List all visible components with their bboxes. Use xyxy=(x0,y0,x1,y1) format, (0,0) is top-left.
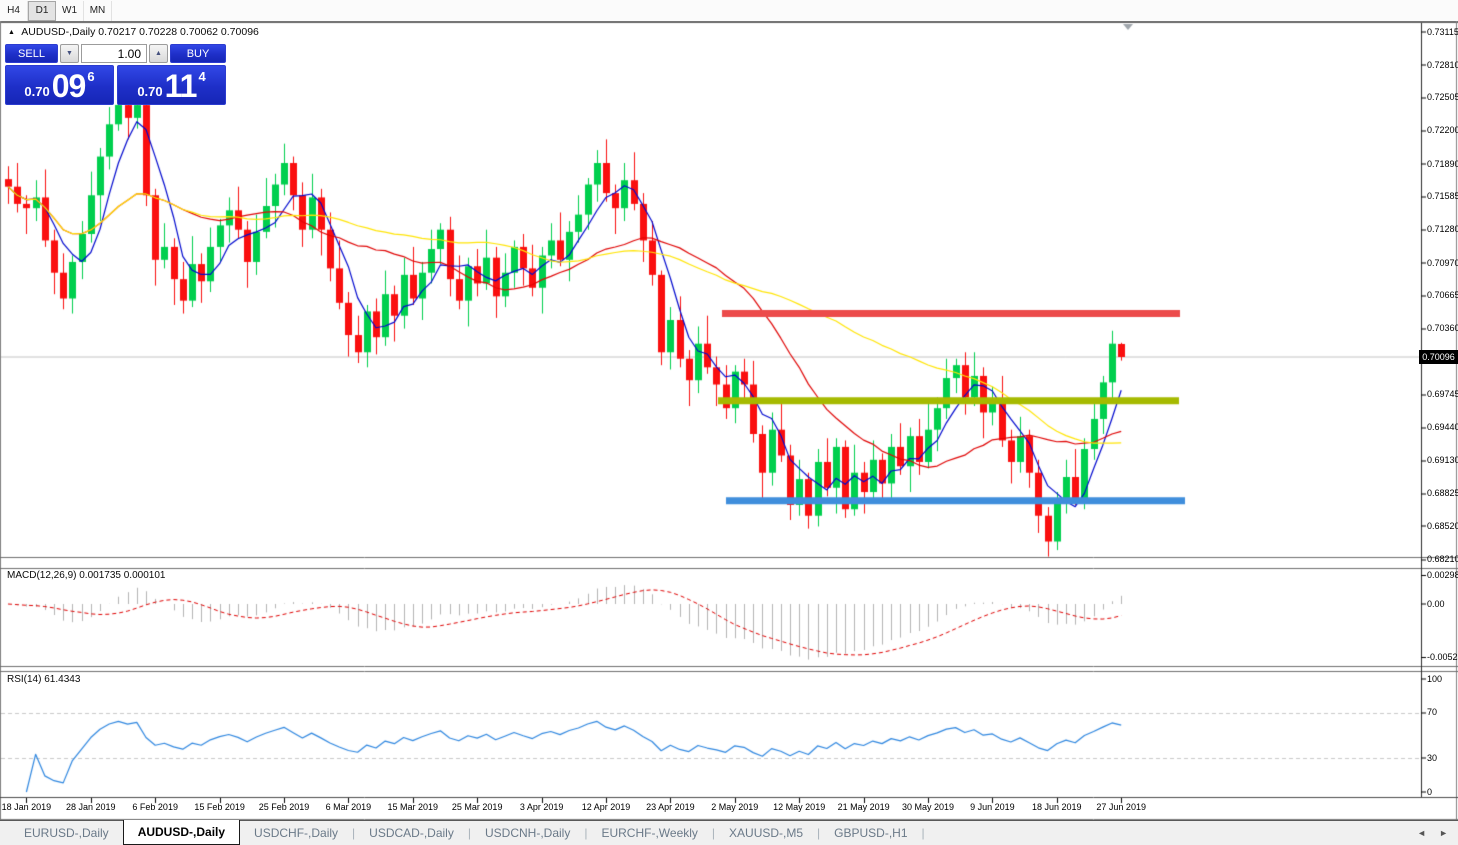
sell-price-pipette: 6 xyxy=(87,69,95,84)
price-axis-label: 0.71280 xyxy=(1427,224,1458,235)
date-axis-label: 15 Feb 2019 xyxy=(194,802,245,812)
timeframe-button-mn[interactable]: MN xyxy=(84,0,112,21)
spin-down-icon: ▼ xyxy=(66,50,73,57)
chart-tab-eurchf-weekly[interactable]: EURCHF-,Weekly xyxy=(601,826,698,840)
tab-scroll-left-icon[interactable]: ◄ xyxy=(1417,828,1427,838)
chart-title: ▲ AUDUSD-,Daily 0.70217 0.70228 0.70062 … xyxy=(8,26,259,38)
macd-axis-label: 0.00 xyxy=(1427,598,1445,609)
date-axis-label: 23 Apr 2019 xyxy=(646,802,695,812)
date-axis-label: 18 Jan 2019 xyxy=(1,802,52,812)
date-axis-label: 28 Jan 2019 xyxy=(66,802,116,812)
volume-increase-button[interactable]: ▲ xyxy=(149,44,168,63)
price-axis-label: 0.73115 xyxy=(1427,26,1458,37)
tab-separator: | xyxy=(921,826,925,840)
date-axis-label: 9 Jun 2019 xyxy=(970,802,1015,812)
rsi-value: 61.4343 xyxy=(44,674,81,685)
rsi-axis-label: 70 xyxy=(1427,707,1438,718)
timeframe-button-d1[interactable]: D1 xyxy=(28,0,56,21)
date-axis-label: 6 Feb 2019 xyxy=(132,802,178,812)
buy-price-prefix: 0.70 xyxy=(137,84,163,99)
date-axis-label: 27 Jun 2019 xyxy=(1096,802,1146,812)
price-axis-label: 0.68520 xyxy=(1427,520,1458,531)
buy-price-big: 11 xyxy=(164,68,198,105)
chart-tab-usdcad-daily[interactable]: USDCAD-,Daily xyxy=(369,826,454,840)
sell-button[interactable]: SELL xyxy=(5,44,58,63)
price-axis-label: 0.69440 xyxy=(1427,422,1458,433)
rsi-axis-label: 100 xyxy=(1427,673,1443,684)
buy-price-pipette: 4 xyxy=(198,69,206,84)
rsi-indicator-label: RSI(14) 61.4343 xyxy=(7,674,80,685)
date-axis-label: 15 Mar 2019 xyxy=(387,802,439,812)
chart-tab-xauusd-m5[interactable]: XAUUSD-,M5 xyxy=(729,826,804,840)
date-axis-label: 12 May 2019 xyxy=(773,802,826,812)
buy-button[interactable]: BUY xyxy=(170,44,226,63)
tab-scroll-arrows: ◄ ► xyxy=(1417,821,1458,845)
date-axis-label: 6 Mar 2019 xyxy=(325,802,372,812)
timeframe-toolbar: H4 D1 W1 MN xyxy=(0,0,1458,21)
current-price-box: 0.70096 xyxy=(1419,350,1458,364)
macd-main-value: 0.001735 xyxy=(79,570,121,581)
price-axis-label: 0.68210 xyxy=(1427,554,1458,565)
price-axis-label: 0.71585 xyxy=(1427,191,1458,202)
timeframe-button-w1[interactable]: W1 xyxy=(56,0,84,21)
price-axis-label: 0.72505 xyxy=(1427,92,1458,103)
tab-separator: | xyxy=(467,826,471,840)
price-axis-label: 0.70665 xyxy=(1427,290,1458,301)
chart-tab-audusd-daily[interactable]: AUDUSD-,Daily xyxy=(122,820,241,845)
buy-price-button[interactable]: 0.70 11 4 xyxy=(117,65,226,105)
date-axis-label: 2 May 2019 xyxy=(711,802,759,812)
chart-tab-gbpusd-h1[interactable]: GBPUSD-,H1 xyxy=(834,826,908,840)
chart-symbol-period: AUDUSD-,Daily xyxy=(21,26,96,38)
price-axis-label: 0.69130 xyxy=(1427,455,1458,466)
macd-name: MACD(12,26,9) xyxy=(7,570,77,581)
tab-separator: | xyxy=(711,826,716,840)
volume-decrease-button[interactable]: ▼ xyxy=(60,44,79,63)
price-axis-label: 0.71890 xyxy=(1427,158,1458,169)
tab-scroll-right-icon[interactable]: ► xyxy=(1439,828,1448,838)
collapse-triangle-icon: ▲ xyxy=(8,29,15,36)
date-axis-label: 25 Feb 2019 xyxy=(258,802,310,812)
date-axis-label: 18 Jun 2019 xyxy=(1032,802,1082,812)
timeframe-button-h4[interactable]: H4 xyxy=(0,0,28,21)
tab-separator: | xyxy=(584,826,588,840)
sell-price-big: 09 xyxy=(51,68,87,105)
chart-tab-usdchf-daily[interactable]: USDCHF-,Daily xyxy=(254,826,339,840)
tab-separator: | xyxy=(817,826,821,840)
date-axis-label: 3 Apr 2019 xyxy=(519,802,564,812)
one-click-trading-panel: SELL ▼ 1.00 ▲ BUY 0.70 09 6 0.70 11 4 xyxy=(5,44,226,105)
price-axis-label: 0.68825 xyxy=(1427,488,1458,499)
macd-indicator-label: MACD(12,26,9) 0.001735 0.000101 xyxy=(7,570,165,581)
date-axis-label: 12 Apr 2019 xyxy=(581,802,631,812)
date-axis-label: 30 May 2019 xyxy=(901,802,955,812)
rsi-name: RSI(14) xyxy=(7,674,42,685)
macd-axis-label: -0.00525 xyxy=(1427,652,1458,662)
price-axis-label: 0.72810 xyxy=(1427,59,1458,70)
date-axis-label: 21 May 2019 xyxy=(837,802,890,812)
price-axis-label: 0.70360 xyxy=(1427,323,1458,334)
price-axis-label: 0.69745 xyxy=(1427,389,1458,400)
spin-up-icon: ▲ xyxy=(155,50,162,57)
volume-input[interactable]: 1.00 xyxy=(81,44,147,63)
price-axis-label: 0.70970 xyxy=(1427,257,1458,268)
chart-tab-eurusd-daily[interactable]: EURUSD-,Daily xyxy=(24,826,109,840)
sell-price-button[interactable]: 0.70 09 6 xyxy=(5,65,114,105)
rsi-axis-label: 30 xyxy=(1427,752,1438,763)
macd-axis-label: 0.002984 xyxy=(1427,570,1458,580)
chart-ohlc-values: 0.70217 0.70228 0.70062 0.70096 xyxy=(98,26,259,38)
rsi-axis-label: 0 xyxy=(1427,786,1433,797)
chart-tab-usdcnh-daily[interactable]: USDCNH-,Daily xyxy=(484,826,571,840)
price-axis-label: 0.72200 xyxy=(1427,125,1458,136)
tab-separator: | xyxy=(352,826,356,840)
macd-signal-value: 0.000101 xyxy=(123,570,166,581)
sell-price-prefix: 0.70 xyxy=(24,84,50,99)
chart-tab-bar: EURUSD-,Daily AUDUSD-,Daily USDCHF-,Daily |… xyxy=(0,820,1458,845)
date-axis-label: 25 Mar 2019 xyxy=(451,802,503,812)
